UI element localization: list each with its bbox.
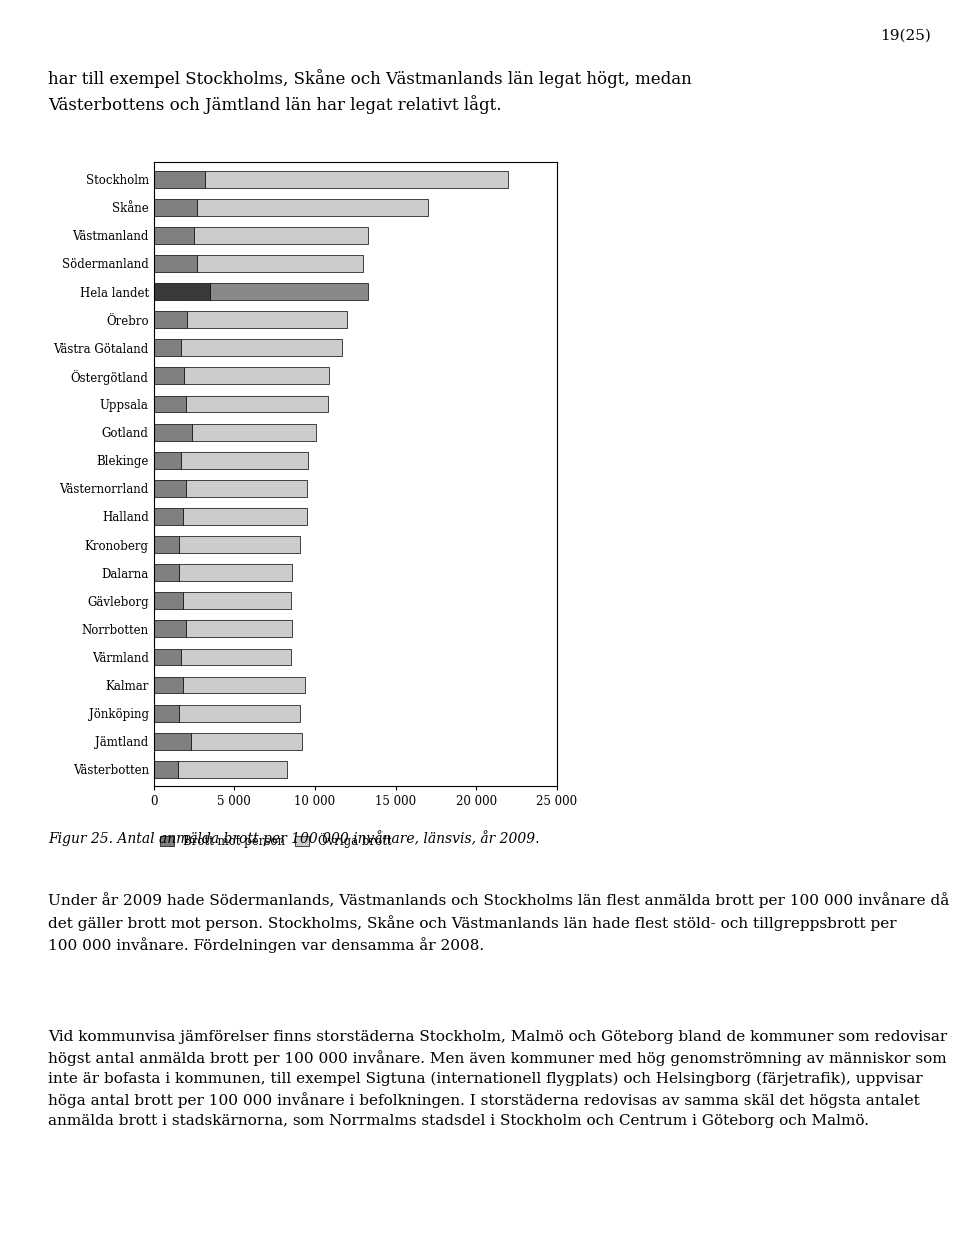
Bar — [154, 593, 182, 609]
Bar — [180, 705, 300, 721]
Bar — [180, 564, 292, 582]
Bar — [197, 255, 363, 272]
Bar — [154, 283, 210, 300]
Bar — [154, 508, 182, 525]
Bar — [181, 649, 291, 665]
Bar — [180, 537, 300, 553]
Text: Figur 25. Antal anmälda brott per 100 000 invånare, länsvis, år 2009.: Figur 25. Antal anmälda brott per 100 00… — [48, 830, 540, 846]
Bar — [186, 480, 307, 497]
Bar — [154, 339, 181, 356]
Bar — [191, 733, 302, 750]
Bar — [182, 676, 305, 694]
Bar — [154, 198, 197, 216]
Bar — [178, 761, 287, 778]
Bar — [182, 508, 307, 525]
Bar — [186, 620, 292, 638]
Bar — [184, 367, 329, 384]
Bar — [154, 733, 191, 750]
Bar — [154, 255, 197, 272]
Bar — [154, 620, 186, 638]
Bar — [197, 198, 428, 216]
Bar — [154, 227, 194, 243]
Bar — [154, 311, 187, 328]
Bar — [154, 676, 182, 694]
Bar — [154, 537, 180, 553]
Bar — [154, 396, 186, 412]
Bar — [187, 311, 348, 328]
Bar — [154, 649, 181, 665]
Legend: Brott mot person, Övriga brott: Brott mot person, Övriga brott — [159, 832, 392, 847]
Bar — [154, 423, 192, 441]
Bar — [181, 452, 308, 468]
Text: Under år 2009 hade Södermanlands, Västmanlands och Stockholms län flest anmälda : Under år 2009 hade Södermanlands, Västma… — [48, 892, 949, 952]
Text: 19(25): 19(25) — [880, 29, 931, 42]
Bar — [210, 283, 368, 300]
Bar — [154, 705, 180, 721]
Bar — [182, 593, 291, 609]
Text: har till exempel Stockholms, Skåne och Västmanlands län legat högt, medan
Väster: har till exempel Stockholms, Skåne och V… — [48, 69, 692, 114]
Bar — [154, 761, 178, 778]
Bar — [192, 423, 317, 441]
Bar — [154, 367, 184, 384]
Bar — [205, 171, 509, 187]
Bar — [154, 171, 205, 187]
Bar — [186, 396, 327, 412]
Bar — [181, 339, 343, 356]
Bar — [194, 227, 368, 243]
Bar — [154, 480, 186, 497]
Text: Vid kommunvisa jämförelser finns storstäderna Stockholm, Malmö och Göteborg blan: Vid kommunvisa jämförelser finns storstä… — [48, 1030, 948, 1128]
Bar — [154, 564, 180, 582]
Bar — [154, 452, 181, 468]
